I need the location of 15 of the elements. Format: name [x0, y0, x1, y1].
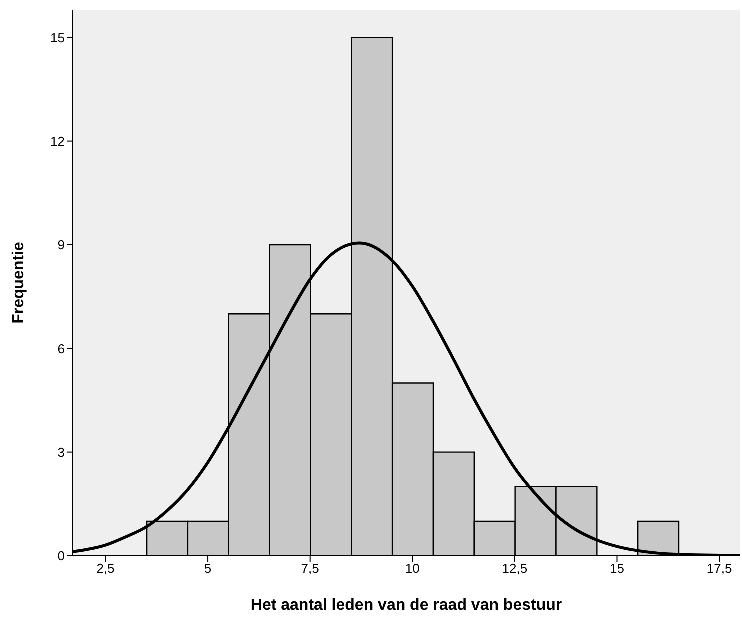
x-tick-label: 17,5: [706, 561, 732, 576]
x-tick-label: 2,5: [96, 561, 115, 576]
x-tick-label: 15: [610, 561, 624, 576]
y-tick-label: 6: [58, 341, 65, 356]
x-tick-label: 10: [405, 561, 420, 576]
y-tick-label: 0: [58, 548, 65, 564]
y-tick-label: 15: [50, 30, 65, 46]
y-tick-label: 12: [50, 134, 65, 149]
x-tick-label: 5: [204, 561, 212, 576]
y-axis-title: Frequentie: [10, 242, 28, 324]
x-tick-label: 7,5: [301, 561, 320, 576]
y-tick-label: 9: [58, 238, 65, 253]
y-tick-label: 3: [58, 444, 65, 460]
x-tick-label: 12,5: [502, 561, 528, 576]
x-axis-title: Het aantal leden van de raad van bestuur: [250, 597, 562, 614]
